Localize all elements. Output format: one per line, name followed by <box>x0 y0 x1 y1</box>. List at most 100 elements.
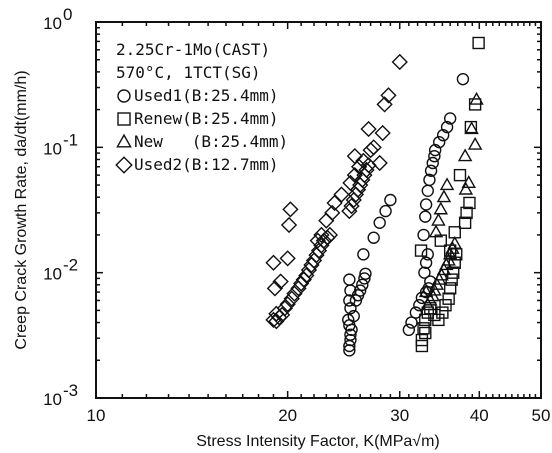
point-square-23 <box>414 244 428 257</box>
point-diamond-30 <box>318 212 335 229</box>
legend-label-square: Renew(B:25.4mm) <box>134 109 279 128</box>
point-triangle-13 <box>428 224 444 238</box>
point-circle-46 <box>443 112 457 125</box>
point-diamond-1 <box>268 313 285 330</box>
y-tick-label-0: 10 <box>43 390 62 409</box>
point-diamond-28 <box>309 232 326 249</box>
point-circle-18 <box>357 248 370 261</box>
plot-frame <box>95 21 542 399</box>
y-tick-exponent-1: -2 <box>63 256 78 275</box>
point-circle-35 <box>419 210 432 223</box>
point-diamond-8 <box>286 285 303 302</box>
y-tick-exponent-2: -1 <box>63 130 78 149</box>
point-triangle-20 <box>469 91 484 105</box>
x-tick-label-10: 10 <box>87 406 106 425</box>
point-circle-43 <box>433 135 446 149</box>
point-circle-42 <box>428 143 442 157</box>
point-square-2 <box>419 326 432 340</box>
point-diamond-44 <box>342 174 359 192</box>
point-triangle-17 <box>439 177 455 191</box>
point-triangle-15 <box>433 201 449 215</box>
plot-marks <box>265 36 485 357</box>
point-circle-40 <box>426 156 439 170</box>
point-diamond-31 <box>324 204 341 222</box>
point-diamond-46 <box>350 158 368 175</box>
legend-symbol-square <box>117 112 131 126</box>
point-circle-23 <box>402 323 416 337</box>
point-square-3 <box>417 322 430 335</box>
legend-label-triangle: New (B:25.4mm) <box>134 132 288 151</box>
point-circle-22 <box>384 193 397 207</box>
point-square-22 <box>463 196 476 210</box>
point-circle-25 <box>409 306 423 319</box>
point-triangle-16 <box>436 189 452 203</box>
y-tick-label-2: 10 <box>43 139 62 158</box>
point-circle-15 <box>356 278 369 292</box>
point-diamond-52 <box>371 154 388 172</box>
annotation-line-2: 570°C, 1TCT(SG) <box>116 63 261 82</box>
point-square-25 <box>464 120 478 134</box>
y-tick-label-3: 10 <box>43 14 62 33</box>
y-axis-title: Creep Crack Growth Rate, da/dt(mm/h) <box>13 70 30 349</box>
point-triangle-23 <box>457 148 473 162</box>
x-tick-label-20: 20 <box>278 406 297 425</box>
annotation-line-1: 2.25Cr-1Mo(CAST) <box>116 40 270 59</box>
point-square-20 <box>458 216 472 229</box>
point-square-1 <box>415 333 429 347</box>
point-circle-17 <box>359 267 372 280</box>
point-circle-36 <box>419 198 433 211</box>
point-square-27 <box>472 36 485 50</box>
x-tick-label-40: 40 <box>470 406 489 425</box>
point-circle-39 <box>424 164 438 177</box>
point-triangle-21 <box>467 136 483 150</box>
point-square-5 <box>421 306 434 319</box>
point-diamond-36 <box>345 191 362 209</box>
point-diamond-22 <box>266 280 284 297</box>
point-diamond-34 <box>341 202 358 220</box>
legend-label-circle: Used1(B:25.4mm) <box>134 86 279 105</box>
point-triangle-22 <box>464 121 479 135</box>
point-circle-32 <box>419 256 433 269</box>
x-ticks: 10 20 30 40 50 <box>87 22 550 425</box>
point-diamond-25 <box>272 273 289 290</box>
point-triangle-19 <box>461 175 476 189</box>
point-diamond-55 <box>380 87 397 104</box>
point-diamond-23 <box>279 250 296 267</box>
point-circle-47 <box>456 72 470 86</box>
point-circle-44 <box>436 128 450 142</box>
point-square-9 <box>436 306 449 319</box>
point-circle-3 <box>344 328 357 341</box>
point-diamond-50 <box>365 139 382 156</box>
point-diamond-26 <box>280 216 298 234</box>
point-square-8 <box>432 313 445 327</box>
point-diamond-33 <box>333 186 350 203</box>
point-diamond-56 <box>391 53 408 71</box>
point-triangle-14 <box>431 212 446 226</box>
point-square-21 <box>460 206 473 220</box>
legend-symbol-diamond <box>115 156 133 174</box>
point-diamond-19 <box>315 232 333 249</box>
point-diamond-49 <box>362 141 379 159</box>
point-circle-19 <box>367 231 380 244</box>
legend: 2.25Cr-1Mo(CAST) 570°C, 1TCT(SG) Used1(B… <box>115 40 288 174</box>
point-circle-37 <box>421 184 434 197</box>
point-diamond-27 <box>282 201 299 218</box>
point-triangle-12 <box>447 236 462 249</box>
point-circle-31 <box>418 266 431 279</box>
point-triangle-18 <box>458 181 474 195</box>
point-circle-38 <box>423 173 436 187</box>
point-diamond-7 <box>283 290 300 307</box>
point-diamond-29 <box>313 226 330 244</box>
point-circle-14 <box>353 284 367 297</box>
legend-symbol-circle <box>117 89 131 103</box>
point-diamond-42 <box>358 161 375 179</box>
point-square-12 <box>443 282 457 295</box>
point-square-14 <box>447 266 460 279</box>
point-diamond-53 <box>374 124 391 142</box>
point-circle-45 <box>440 120 454 134</box>
x-axis-title: Stress Intensity Factor, K(MPa√m) <box>196 433 440 450</box>
point-circle-16 <box>358 272 371 285</box>
y-tick-exponent-3: 0 <box>63 5 72 24</box>
